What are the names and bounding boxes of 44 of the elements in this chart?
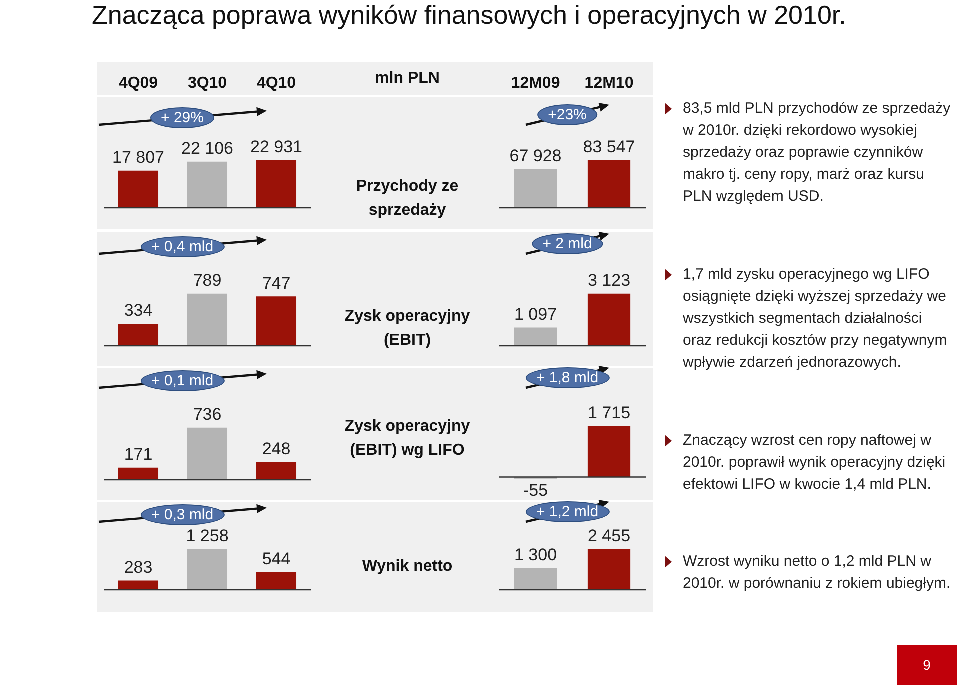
data-label: 67 928	[510, 146, 562, 166]
data-label: 17 807	[112, 148, 164, 168]
data-label: 1 715	[588, 404, 631, 423]
text: 9	[897, 645, 957, 685]
text: mln PLN	[374, 69, 441, 89]
text: + 0,4 mld	[140, 236, 225, 258]
data-label: 789	[193, 271, 222, 290]
data-label: 3 123	[588, 271, 631, 290]
text: Przychody ze sprzedaży	[355, 177, 460, 221]
text: + 29%	[150, 108, 215, 129]
data-label: 283	[124, 558, 153, 577]
data-label: 2 455	[588, 526, 631, 546]
x-tick-label: 12M09	[511, 75, 560, 92]
data-label: 1 258	[186, 526, 229, 546]
text: 1,7 mld zysku operacyjnego wg LIFO osiągnięte dzięki wyższej sprzedaży we wszystkich segmentach działalności oraz redukcji kosztów przy negatywnym wpływie zdarzeń jednorazowych.	[683, 265, 948, 373]
text: Wynik netto	[361, 557, 454, 577]
data-label: 747	[262, 274, 291, 293]
text: +23%	[537, 104, 598, 126]
data-label: 22 931	[250, 137, 302, 156]
x-tick-label: 12M10	[584, 75, 634, 92]
data-label: -55	[523, 481, 548, 500]
data-label: 171	[124, 445, 153, 464]
text: + 1,2 mld	[525, 502, 610, 522]
x-tick-label: 4Q09	[118, 75, 158, 92]
text: 83,5 mld PLN przychodów ze sprzedaży w 2010r. dzięki rekordowo wysokiej sprzedaży oraz poprawie czynników makro tj. ceny ropy, marż oraz kursu PLN względem USD.	[683, 99, 952, 207]
text: Zysk operacyjny (EBIT)	[344, 307, 472, 351]
data-label: 1 300	[514, 546, 558, 565]
text: + 1,8 mld	[525, 368, 610, 388]
text: + 2 mld	[532, 234, 604, 254]
data-label: 736	[193, 405, 222, 424]
data-label: 544	[262, 549, 291, 568]
text: Zysk operacyjny (EBIT) wg LIFO	[344, 417, 472, 461]
data-label: 248	[262, 440, 291, 459]
text: Znacząca poprawa wyników finansowych i operacyjnych w 2010r.	[92, 0, 846, 31]
text: + 0,1 mld	[140, 370, 225, 392]
text: Wzrost wyniku netto o 1,2 mld PLN w 2010r. w porównaniu z rokiem ubiegłym.	[683, 552, 952, 594]
data-label: 22 106	[182, 139, 234, 158]
x-tick-label: 4Q10	[256, 75, 296, 92]
data-label: 83 547	[583, 137, 636, 156]
data-label: 1 097	[514, 304, 558, 324]
text: + 0,3 mld	[140, 504, 225, 526]
x-tick-label: 3Q10	[188, 75, 228, 92]
data-label: 334	[124, 301, 153, 320]
text: Znaczący wzrost cen ropy naftowej w 2010r. poprawił wynik operacyjny dzięki efektowi LIFO w kwocie 1,4 mld PLN.	[683, 431, 947, 495]
